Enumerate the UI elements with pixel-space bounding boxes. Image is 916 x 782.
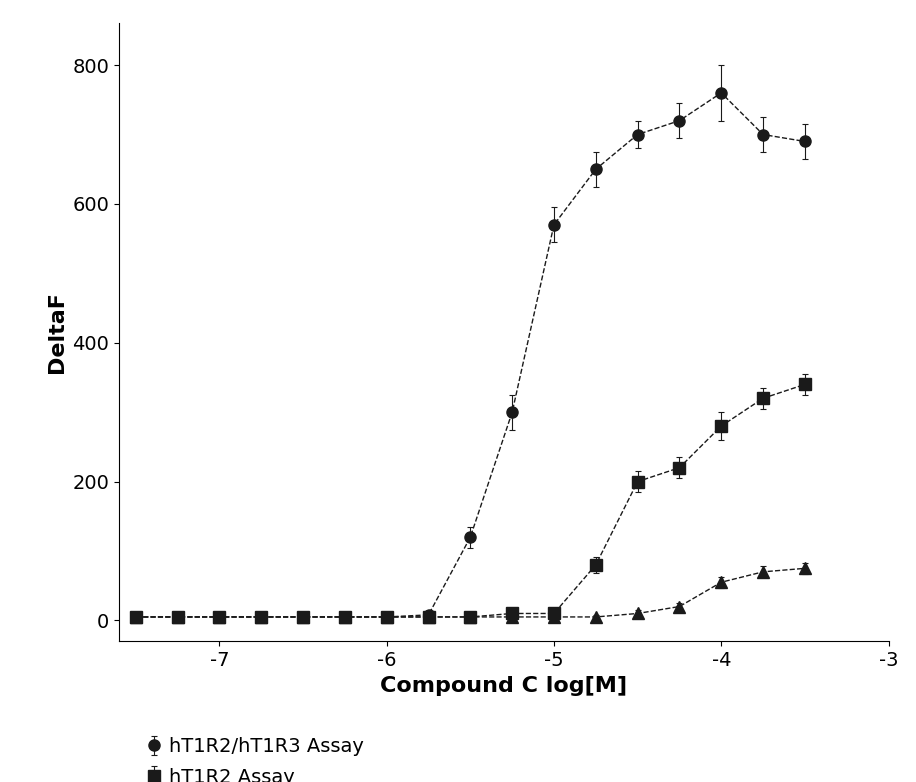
Legend: hT1R2/hT1R3 Assay, hT1R2 Assay, Mock transfected cells: hT1R2/hT1R3 Assay, hT1R2 Assay, Mock tra… (144, 731, 394, 782)
Y-axis label: DeltaF: DeltaF (47, 292, 67, 373)
X-axis label: Compound C log[M]: Compound C log[M] (380, 676, 627, 695)
